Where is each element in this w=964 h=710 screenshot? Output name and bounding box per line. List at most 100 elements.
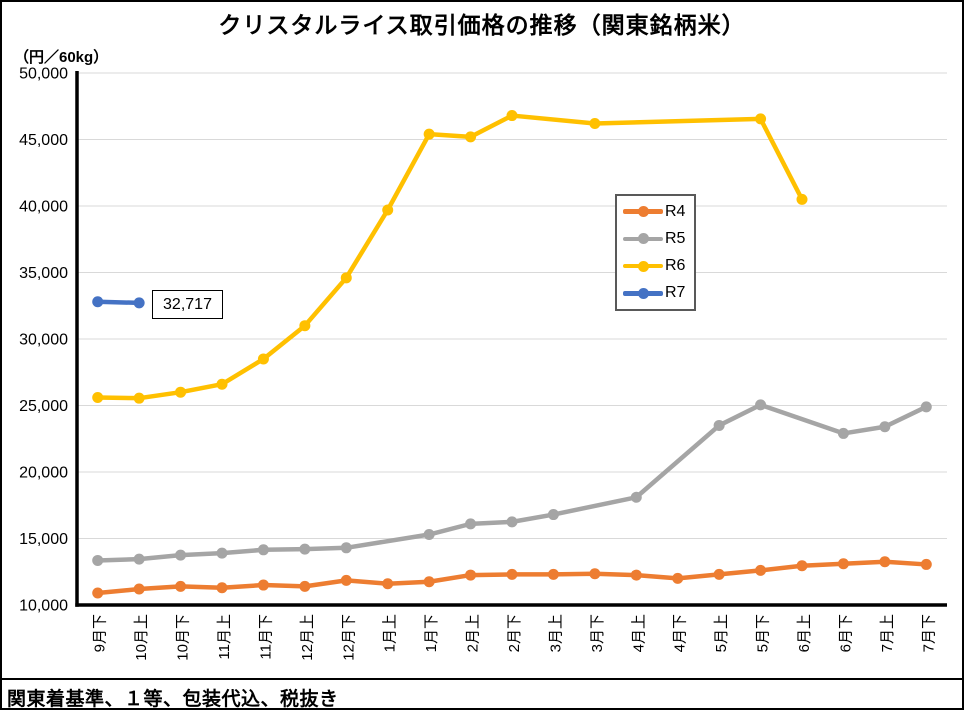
x-axis-label: 1月上 [382, 614, 399, 652]
x-axis-label: 5月上 [713, 614, 730, 652]
legend-label: R5 [665, 229, 686, 247]
x-axis-label: 7月上 [879, 614, 896, 652]
chart-title: クリスタルライス取引価格の推移（関東銘柄米） [218, 12, 746, 38]
chart-bottom-border [2, 678, 962, 680]
legend-entry-r4: R4 [623, 199, 694, 225]
legend-label: R7 [665, 284, 686, 302]
legend-line-marker-icon [623, 260, 663, 272]
data-point-r6 [216, 378, 228, 390]
data-point-r4 [920, 558, 932, 570]
data-point-r5 [133, 553, 145, 565]
data-point-r4 [257, 579, 269, 591]
y-axis-label: 45,000 [19, 132, 68, 149]
data-point-r5 [340, 542, 352, 554]
legend-entry-r7: R7 [623, 280, 694, 306]
y-axis-unit-label: （円／60kg） [14, 49, 109, 66]
legend-label: R4 [665, 202, 686, 220]
data-point-r5 [216, 547, 228, 559]
legend-entry-r6: R6 [623, 253, 694, 279]
data-point-r5 [630, 491, 642, 503]
y-axis-label: 40,000 [19, 199, 68, 216]
data-point-r4 [382, 578, 394, 590]
data-point-r4 [837, 558, 849, 570]
data-label-r7-latest: 32,717 [152, 290, 223, 319]
data-point-r6 [506, 110, 518, 122]
data-point-r4 [299, 580, 311, 592]
data-point-r4 [630, 569, 642, 581]
data-point-r5 [837, 427, 849, 439]
x-axis-label: 10月上 [133, 614, 150, 661]
x-axis-label: 11月下 [257, 614, 274, 660]
data-point-r5 [465, 518, 477, 530]
data-point-r4 [175, 580, 187, 592]
y-axis-label: 25,000 [19, 398, 68, 415]
x-axis-label: 12月上 [299, 614, 316, 661]
footnote: 関東着基準、１等、包装代込、税抜き [7, 689, 339, 710]
data-point-r5 [423, 529, 435, 541]
data-point-r6 [299, 320, 311, 332]
data-point-r6 [257, 353, 269, 365]
legend-line-marker-icon [623, 233, 663, 245]
data-point-r6 [589, 118, 601, 130]
data-point-r4 [547, 568, 559, 580]
series-line-r5 [95, 402, 929, 563]
x-axis-label: 4月下 [672, 614, 689, 652]
data-point-r5 [547, 509, 559, 521]
x-axis-label: 3月上 [547, 614, 564, 652]
data-point-r4 [340, 574, 352, 586]
data-point-r6 [92, 392, 104, 404]
data-point-r6 [755, 113, 767, 125]
x-axis-label: 10月下 [175, 614, 192, 661]
data-point-r5 [92, 554, 104, 566]
data-point-r6 [175, 386, 187, 398]
data-point-r4 [796, 560, 808, 572]
y-axis-label: 15,000 [19, 531, 68, 548]
data-point-r5 [713, 419, 725, 431]
legend: R4 R5 R6 R7 [615, 194, 696, 311]
legend-label: R6 [665, 257, 686, 275]
data-point-r7 [92, 296, 104, 308]
data-point-r5 [755, 399, 767, 411]
x-axis-label: 4月上 [630, 614, 647, 652]
x-axis-label: 5月下 [755, 614, 772, 652]
x-axis-label: 7月下 [920, 614, 937, 652]
data-point-r4 [506, 568, 518, 580]
series-line-r6 [95, 113, 805, 401]
data-point-r4 [92, 587, 104, 599]
data-point-r4 [713, 568, 725, 580]
x-axis-label: 1月下 [423, 614, 440, 652]
data-point-r5 [879, 421, 891, 433]
legend-line-marker-icon [623, 206, 663, 218]
data-point-r5 [257, 544, 269, 556]
data-point-r6 [423, 128, 435, 140]
data-point-r6 [340, 272, 352, 284]
data-point-r4 [589, 568, 601, 580]
data-point-r5 [175, 549, 187, 561]
data-point-r7 [133, 297, 145, 309]
data-point-r5 [299, 543, 311, 555]
data-point-r6 [133, 392, 145, 404]
x-axis-label: 3月下 [589, 614, 606, 652]
data-point-r4 [755, 564, 767, 576]
data-point-r5 [506, 516, 518, 528]
y-axis-label: 50,000 [19, 66, 68, 83]
legend-entry-r5: R5 [623, 226, 694, 252]
data-point-r4 [879, 556, 891, 568]
data-point-r4 [216, 582, 228, 594]
series-line-r7 [95, 299, 142, 306]
x-axis-label: 9月下 [92, 614, 109, 652]
data-point-r6 [796, 193, 808, 205]
legend-line-marker-icon [623, 287, 663, 299]
data-point-r4 [465, 569, 477, 581]
y-axis-label: 20,000 [19, 465, 68, 482]
y-axis-label: 35,000 [19, 265, 68, 282]
data-point-r4 [423, 576, 435, 588]
data-point-r4 [133, 583, 145, 595]
y-axis-label: 10,000 [19, 598, 68, 615]
y-axis-label: 30,000 [19, 332, 68, 349]
data-point-r6 [382, 204, 394, 216]
data-point-r4 [672, 572, 684, 584]
x-axis-label: 2月下 [506, 614, 523, 652]
